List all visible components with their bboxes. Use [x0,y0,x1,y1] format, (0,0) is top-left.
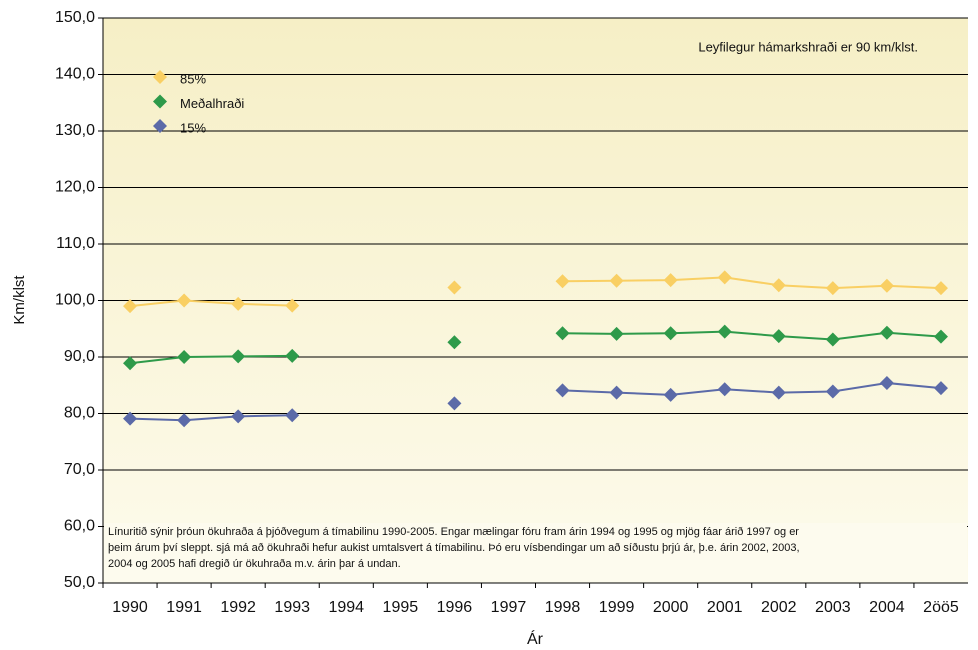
series-line [129,330,942,365]
legend-marker [153,119,167,133]
legend-label: 85% [180,71,206,86]
point [663,273,678,288]
point [609,273,624,288]
point [177,350,192,364]
annotation: Leyfilegur hámarkshraði er 90 km/klst. [698,39,918,54]
point [717,324,732,339]
y-tick-label: 130,0 [55,122,95,139]
point [447,396,462,411]
x-tick-label: 1993 [274,599,310,616]
point [717,382,732,397]
point [879,278,894,293]
y-tick-label: 50,0 [64,574,95,591]
point [663,326,678,341]
point [933,381,948,396]
x-tick-label: 2000 [653,599,689,616]
point [285,348,300,363]
x-tick-label: 1999 [599,599,635,616]
point [555,326,570,341]
point [123,411,138,426]
point [771,385,786,400]
point [231,349,246,364]
point [825,384,840,399]
note-text: þeim árum því sleppt. sjá má að ökuhraði… [108,542,800,554]
x-tick-label: 1996 [437,599,473,616]
y-tick-label: 110,0 [56,235,95,252]
note-text: Línuritið sýnir þróun ökuhraða á þjóðveg… [108,526,799,538]
point [285,408,300,423]
legend-marker [153,70,167,84]
note-box [104,523,967,580]
legend-label: 15% [180,120,206,135]
y-tick-label: 150,0 [55,9,95,26]
point [555,383,570,398]
point [879,375,894,390]
x-tick-label: 2002 [761,599,797,616]
point [231,409,246,424]
point [123,356,138,371]
x-tick-label: 2001 [707,599,743,616]
point [717,270,732,285]
point [825,281,840,296]
point [879,325,894,340]
y-tick-label: 120,0 [55,179,95,196]
point [285,298,300,313]
x-tick-label: 2003 [815,599,851,616]
y-tick-label: 100,0 [55,292,95,309]
x-tick-label: 1995 [383,599,419,616]
series-line [129,276,942,308]
point [933,329,948,344]
point [177,413,192,428]
legend-label: Meðalhraði [180,96,244,111]
point [447,280,462,295]
point [447,335,462,350]
y-tick-label: 80,0 [64,405,95,422]
point [177,293,192,308]
note-text: 2004 og 2005 hafi dregið úr ökuhraða m.v… [108,558,401,570]
legend-marker [153,94,167,109]
x-tick-label: 1991 [166,599,202,616]
point [231,296,246,311]
point [555,274,570,289]
point [933,281,948,296]
series-line [129,381,942,422]
point [123,299,138,314]
x-tick-label: 1998 [545,599,581,616]
point [771,329,786,344]
y-tick-label: 70,0 [64,461,95,478]
y-tick-label: 90,0 [64,348,95,365]
y-axis-title: Km/klst [11,275,28,325]
point [609,326,624,341]
x-tick-label: 2004 [869,599,905,616]
point [609,385,624,400]
x-axis-title: Ár [527,629,544,648]
point [771,278,786,293]
x-tick-label: 1990 [112,599,148,616]
point [663,387,678,402]
y-tick-label: 140,0 [55,66,95,83]
point [825,332,840,347]
x-tick-label: 2öö5 [923,599,959,616]
x-tick-label: 1997 [491,599,527,616]
x-tick-label: 1994 [328,599,364,616]
x-tick-label: 1992 [220,599,256,616]
y-tick-label: 60,0 [64,518,95,535]
